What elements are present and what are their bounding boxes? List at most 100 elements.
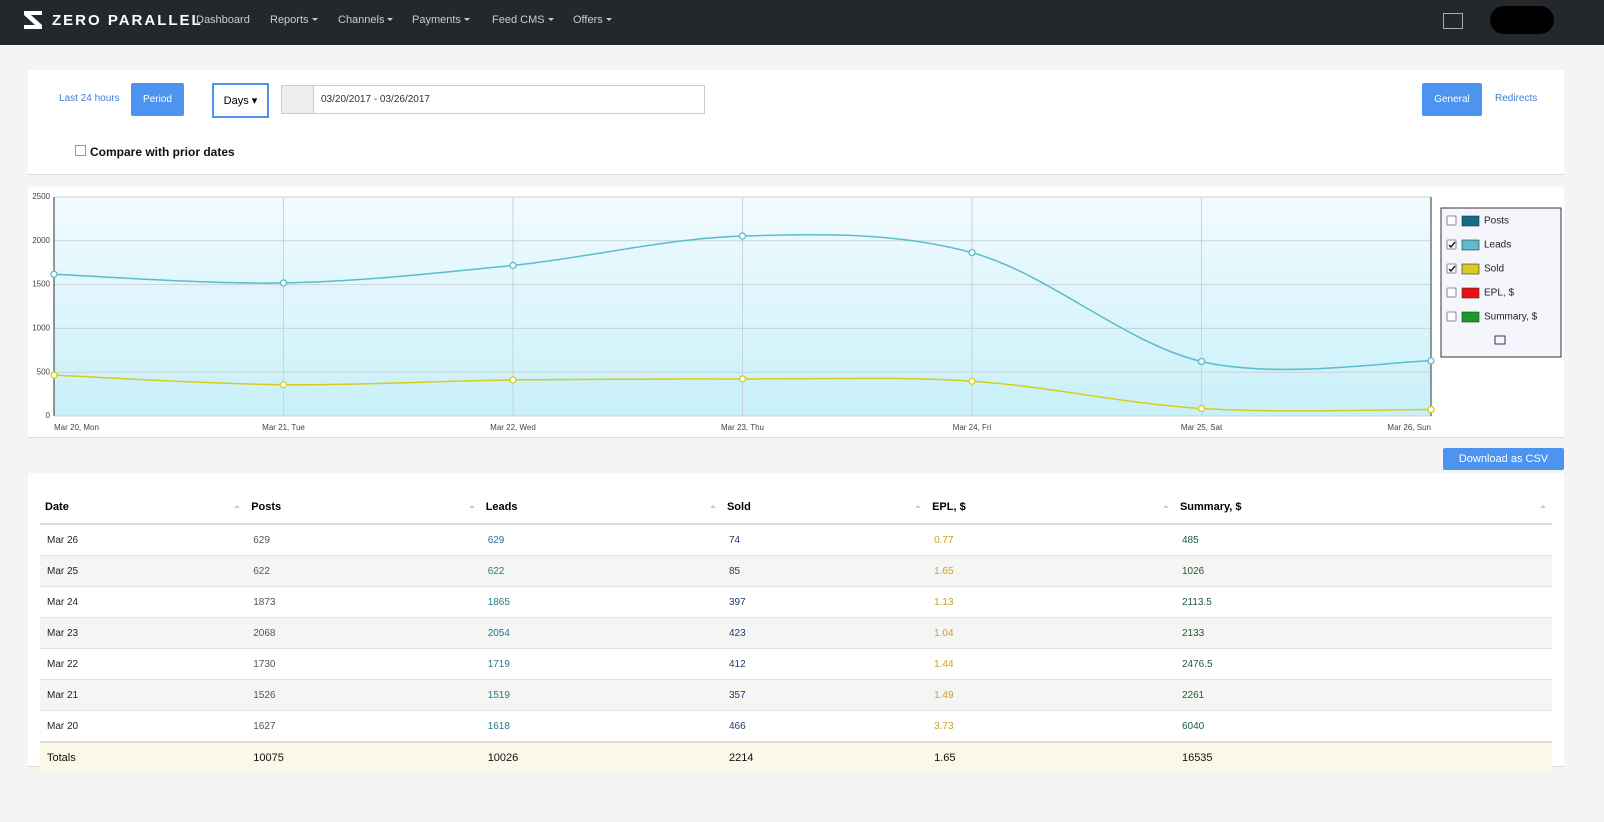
column-header[interactable]: Sold — [721, 491, 928, 525]
compare-checkbox[interactable]: Compare with prior dates — [75, 145, 235, 159]
y-tick-label: 0 — [46, 411, 51, 420]
point — [509, 376, 517, 384]
header-text: Posts — [251, 501, 282, 513]
table-cell: 1026 — [1174, 555, 1552, 587]
legend-swatch — [1461, 263, 1480, 275]
filter-panel: Last 24 hours Period Days ▾ 03/20/2017 -… — [28, 70, 1564, 175]
point — [279, 381, 288, 389]
nav-item[interactable]: Channels — [338, 14, 393, 26]
totals-cell: 1.65 — [927, 741, 1175, 773]
table-cell: 1873 — [246, 586, 481, 618]
table-cell: 2113.5 — [1174, 586, 1552, 618]
sort-icon — [1162, 502, 1169, 508]
x-tick-label: Mar 25, Sat — [1181, 423, 1223, 432]
legend-checkbox — [1446, 287, 1457, 298]
redirects-link[interactable]: Redirects — [1495, 93, 1538, 104]
table-cell: 2068 — [246, 617, 481, 649]
table-cell: Mar 25 — [40, 555, 247, 587]
table-row: Mar 26 629 629 74 0.77 485 — [40, 523, 1552, 556]
x-tick-label: Mar 26, Sun — [1387, 423, 1431, 432]
table-row: Mar 22 1730 1719 412 1.44 2476.5 — [40, 648, 1552, 680]
x-tick-label: Mar 22, Wed — [490, 423, 536, 432]
table-cell: 1.44 — [927, 648, 1175, 680]
table-row: Mar 21 1526 1519 357 1.49 2261 — [40, 679, 1552, 711]
column-header[interactable]: EPL, $ — [927, 491, 1175, 525]
table-icon — [1494, 335, 1506, 345]
user-avatar[interactable] — [1490, 6, 1554, 34]
legend-label: Posts — [1484, 216, 1509, 227]
nav-item[interactable]: Offers — [573, 14, 612, 26]
sort-icon — [468, 502, 475, 508]
legend-swatch — [1461, 287, 1480, 299]
column-header[interactable]: Posts — [246, 491, 481, 525]
legend-label: Sold — [1484, 264, 1504, 275]
point — [279, 279, 288, 287]
point — [509, 261, 517, 270]
header-text: Leads — [485, 501, 518, 513]
chart-panel: 0 500 1000 1500 2000 2500 Mar 20, Mon Mar 21, T… — [28, 187, 1564, 438]
nav-item[interactable]: Dashboard — [196, 14, 250, 26]
table-cell: 1719 — [480, 648, 722, 680]
nav-item[interactable]: Payments — [412, 14, 470, 26]
point — [738, 375, 747, 383]
table-row: Mar 23 2068 2054 423 1.04 2133 — [40, 617, 1552, 649]
chart: 0 500 1000 1500 2000 2500 Mar 20, Mon Mar 21, T… — [32, 192, 1562, 432]
table-cell: Mar 22 — [40, 648, 247, 680]
table-cell: 6040 — [1174, 710, 1552, 742]
legend-checkbox — [1446, 215, 1457, 226]
table-cell: Mar 24 — [40, 586, 247, 618]
table-cell: 622 — [246, 555, 481, 587]
header-text: EPL, $ — [932, 501, 966, 513]
point — [1427, 357, 1435, 365]
table-cell: 2476.5 — [1174, 648, 1552, 680]
legend-swatch — [1461, 215, 1480, 227]
legend-swatch — [1461, 311, 1480, 323]
table-cell: 1.04 — [927, 617, 1175, 649]
period-button[interactable]: Period — [131, 83, 184, 116]
table-cell: 423 — [721, 617, 928, 649]
table-row: Mar 25 622 622 85 1.65 1026 — [40, 555, 1552, 587]
x-tick-label: Mar 23, Thu — [721, 423, 764, 432]
table-panel: Date Posts Leads Sold EPL, $ Summary, $ Mar 26… — [28, 473, 1564, 773]
table-cell: 1.65 — [927, 555, 1175, 587]
legend-check — [1448, 265, 1456, 273]
table-cell: 1.49 — [927, 679, 1175, 711]
table-cell: 74 — [721, 523, 928, 556]
table-cell: 1730 — [246, 648, 481, 680]
download-csv[interactable]: Download as CSV — [1443, 448, 1564, 470]
table-cell: 466 — [721, 710, 928, 742]
mail-icon[interactable] — [1443, 13, 1463, 29]
data-table: Date Posts Leads Sold EPL, $ Summary, $ Mar 26… — [40, 491, 1552, 773]
sort-icon — [915, 502, 922, 508]
column-header[interactable]: Date — [40, 491, 247, 525]
totals-cell: 10075 — [246, 741, 481, 773]
header-text: Date — [45, 501, 69, 513]
table-cell: 1526 — [246, 679, 481, 711]
unit: Days — [223, 94, 249, 107]
table-cell: 85 — [721, 555, 928, 587]
column-header[interactable]: Summary, $ — [1174, 491, 1552, 525]
nav-item[interactable]: Reports — [270, 14, 318, 26]
navbar: ZERO PARALLEL Dashboard Reports Channels Pa… — [0, 0, 1604, 45]
legend-checkbox — [1446, 239, 1457, 250]
column-header[interactable]: Leads — [480, 491, 722, 525]
table-cell: 2054 — [480, 617, 722, 649]
totals-cell: 10026 — [480, 741, 722, 773]
range-text: 03/20/2017 - 03/26/2017 — [321, 94, 430, 105]
date-range[interactable]: 03/20/2017 - 03/26/2017 — [281, 85, 705, 114]
table-cell: 3.73 — [927, 710, 1175, 742]
table-cell: 397 — [721, 586, 928, 618]
table-cell: 629 — [246, 523, 481, 556]
table-cell: 2261 — [1174, 679, 1552, 711]
point — [1197, 357, 1206, 366]
table-cell: 1519 — [480, 679, 722, 711]
last-24-hours[interactable]: Last 24 hours — [59, 93, 120, 104]
legend-checkbox — [1446, 311, 1457, 322]
y-tick-label: 500 — [37, 367, 51, 376]
unit-dropdown[interactable]: Days ▾ — [212, 83, 269, 118]
nav-item[interactable]: Feed CMS — [492, 14, 554, 26]
general-button[interactable]: General — [1422, 83, 1482, 116]
sort-icon — [709, 502, 716, 508]
calendar-icon — [282, 86, 314, 113]
totals-cell: 16535 — [1174, 741, 1552, 773]
